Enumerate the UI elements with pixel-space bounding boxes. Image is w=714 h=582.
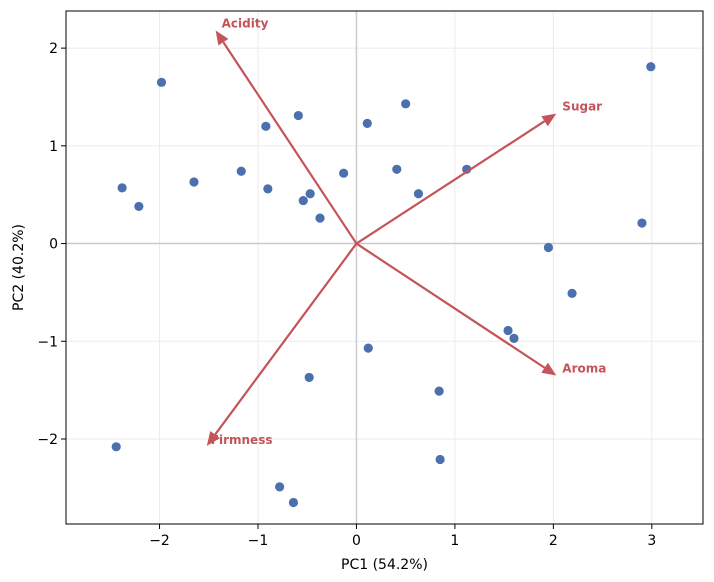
loading-arrowhead bbox=[541, 113, 557, 127]
scatter-point bbox=[567, 288, 577, 298]
loading-arrowhead bbox=[215, 30, 229, 46]
x-axis-label: PC1 (54.2%) bbox=[341, 557, 428, 573]
scatter-point bbox=[401, 99, 411, 109]
scatter-point bbox=[646, 62, 656, 72]
y-tick-label: −1 bbox=[37, 334, 58, 350]
plot-frame bbox=[65, 10, 704, 525]
scatter-point bbox=[304, 372, 314, 383]
scatter-point bbox=[392, 164, 402, 174]
scatter-point bbox=[362, 118, 372, 128]
loading-arrow-shaft bbox=[222, 41, 358, 245]
x-tick-label: 0 bbox=[352, 533, 361, 549]
x-tick-label: −1 bbox=[248, 533, 269, 549]
loading-arrow: Sugar bbox=[355, 100, 602, 245]
x-tick-label: 1 bbox=[450, 533, 459, 549]
y-axis-ticks: −2 −1 0 1 2 bbox=[37, 41, 66, 448]
scatter-point bbox=[305, 189, 315, 199]
scatter-point bbox=[435, 454, 445, 465]
scatter-point bbox=[134, 201, 144, 212]
loading-arrow: Aroma bbox=[355, 242, 606, 376]
x-tick-label: 2 bbox=[549, 533, 558, 549]
y-axis-label: PC2 (40.2%) bbox=[11, 224, 27, 311]
loading-label: Firmness bbox=[211, 433, 273, 447]
scatter-point bbox=[261, 121, 271, 131]
loading-label: Acidity bbox=[222, 17, 269, 31]
scatter-point bbox=[236, 166, 246, 176]
loading-arrowhead bbox=[206, 431, 220, 446]
loading-arrowhead bbox=[541, 362, 557, 376]
scatter-point bbox=[543, 242, 554, 253]
scatter-point bbox=[288, 497, 299, 508]
scatter-point bbox=[509, 333, 519, 343]
scatter-point bbox=[315, 213, 325, 223]
loading-arrow-shaft bbox=[214, 242, 358, 436]
scatter-point bbox=[503, 325, 513, 336]
scatter-point bbox=[275, 482, 285, 492]
loading-arrow: Acidity bbox=[215, 17, 358, 245]
scatter-point bbox=[117, 183, 127, 193]
scatter-point bbox=[298, 195, 308, 206]
scatter-point bbox=[111, 442, 121, 452]
scatter-point bbox=[363, 343, 373, 353]
x-axis-ticks: −2 −1 0 1 2 3 bbox=[149, 524, 656, 549]
scatter-point bbox=[293, 110, 303, 121]
y-tick-label: −2 bbox=[37, 432, 58, 448]
loading-vectors: Acidity Sugar Aroma Firmness bbox=[206, 17, 606, 447]
scatter-point bbox=[339, 168, 349, 178]
y-tick-label: 1 bbox=[49, 139, 58, 155]
loading-label: Aroma bbox=[562, 361, 606, 375]
grid bbox=[66, 11, 703, 524]
loading-arrow-shaft bbox=[355, 120, 546, 245]
scatter-point bbox=[156, 77, 167, 87]
scatter-point bbox=[413, 189, 424, 199]
x-tick-label: −2 bbox=[149, 533, 170, 549]
x-tick-label: 3 bbox=[647, 533, 656, 549]
origin-lines bbox=[66, 11, 703, 524]
scatter-point bbox=[637, 218, 647, 228]
y-tick-label: 2 bbox=[49, 41, 58, 57]
loading-arrow: Firmness bbox=[206, 242, 358, 447]
loading-label: Sugar bbox=[562, 100, 602, 114]
y-tick-label: 0 bbox=[49, 237, 58, 253]
loading-arrow-shaft bbox=[355, 242, 546, 369]
scatter-point bbox=[434, 386, 444, 396]
scatter-points bbox=[111, 62, 656, 508]
scatter-point bbox=[189, 177, 199, 187]
scatter-point bbox=[263, 184, 273, 194]
